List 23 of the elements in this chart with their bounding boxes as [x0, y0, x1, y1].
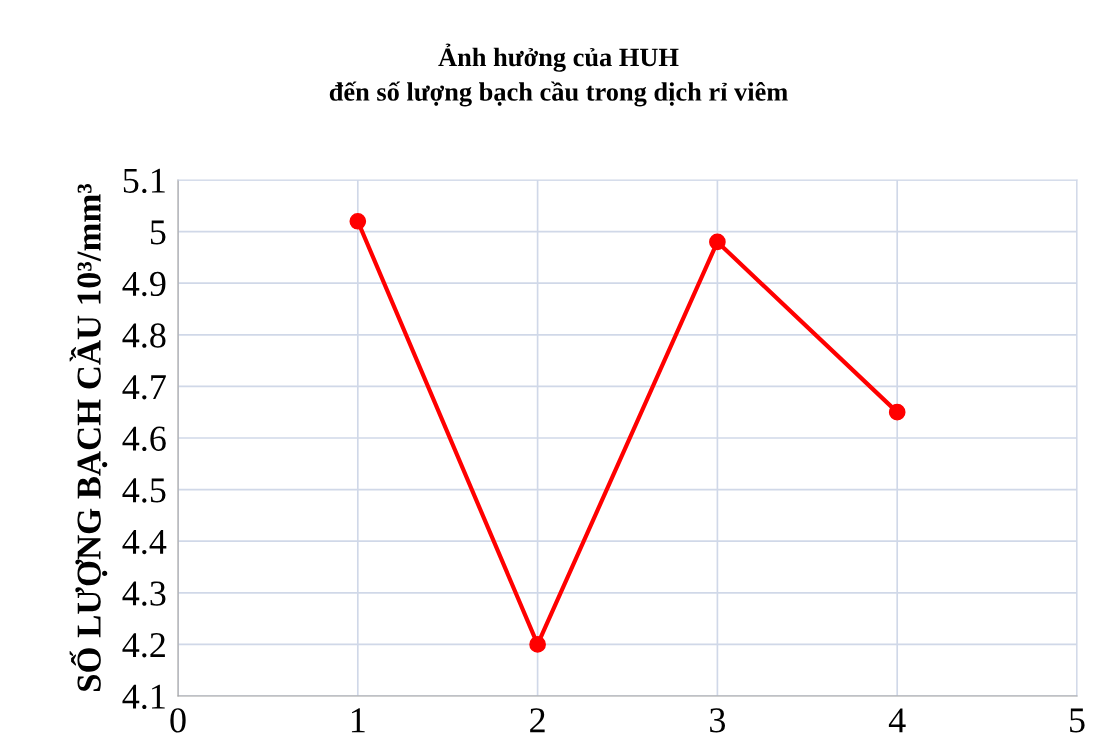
y-tick-label: 5 — [150, 220, 166, 245]
y-tick-label: 4.8 — [122, 323, 166, 348]
x-tick-label: 4 — [888, 708, 906, 733]
y-tick-label: 4.7 — [122, 375, 166, 400]
y-tick-label: 4.3 — [122, 581, 166, 606]
y-tick-label: 4.6 — [122, 426, 166, 452]
y-tick-label: 5.1 — [123, 168, 165, 194]
point — [709, 233, 726, 251]
x-tick-label: 3 — [710, 708, 726, 733]
y-tick-label: 4.9 — [122, 271, 166, 297]
x-tick-label: 5 — [1070, 708, 1085, 733]
x-tick-label: 1 — [351, 708, 365, 733]
y-axis-title: SỐ LƯỢNG BẠCH CẦU 10³/mm³ — [69, 183, 108, 691]
x-tick-label: 0 — [170, 708, 186, 733]
y-tick-label: 4.1 — [122, 684, 165, 710]
point — [349, 212, 367, 230]
y-tick-label: 4.5 — [122, 478, 166, 503]
point — [529, 636, 546, 653]
point — [888, 403, 906, 421]
x-tick-label: 2 — [530, 708, 545, 733]
chart-title: Ảnh hưởng của HUH đến số lượng bạch cầu trong dịch rỉ viêm — [329, 43, 788, 107]
y-tick-label: 4.2 — [122, 633, 165, 658]
y-tick-label: 4.4 — [122, 529, 167, 555]
